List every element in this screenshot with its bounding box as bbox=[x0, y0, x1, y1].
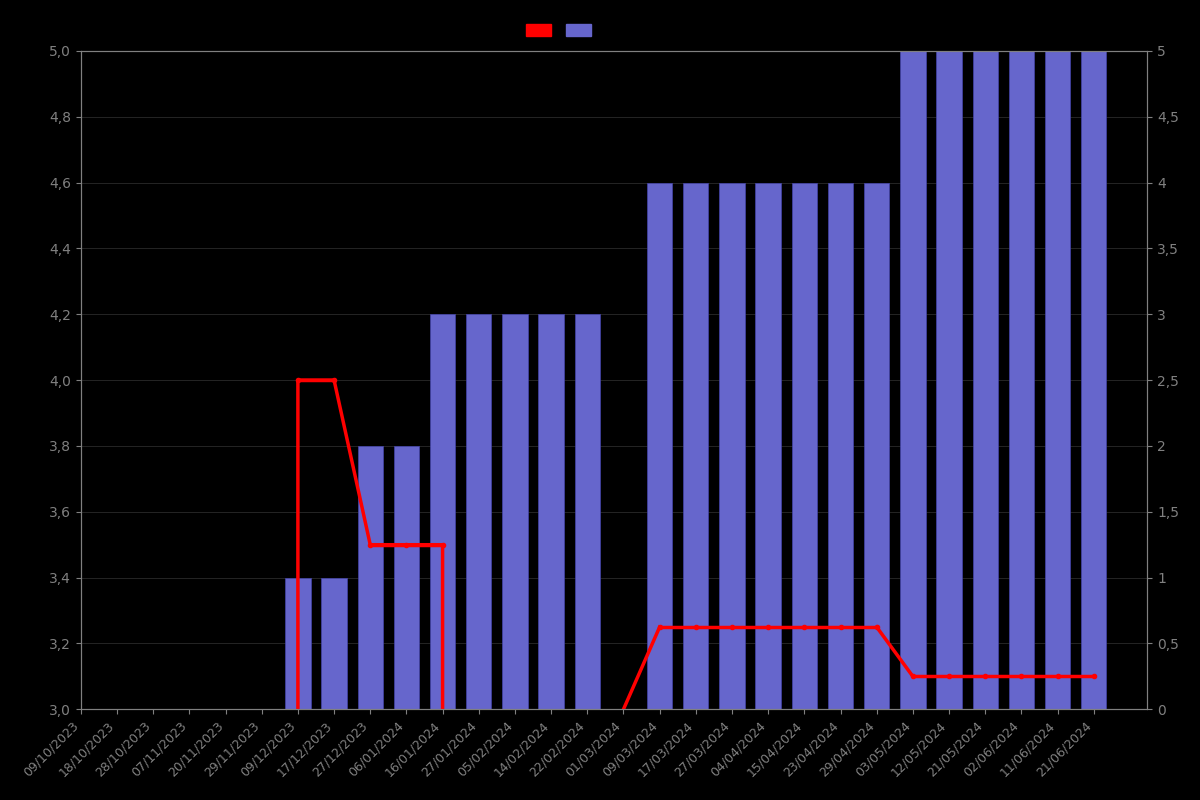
Bar bbox=[683, 182, 708, 710]
Bar bbox=[1045, 51, 1070, 710]
Bar bbox=[322, 578, 347, 710]
Bar bbox=[972, 51, 998, 710]
Bar bbox=[575, 314, 600, 710]
Bar bbox=[286, 578, 311, 710]
Bar bbox=[936, 51, 961, 710]
Bar bbox=[1081, 51, 1106, 710]
Legend: , : , bbox=[521, 18, 601, 43]
Bar bbox=[864, 182, 889, 710]
Bar bbox=[756, 182, 781, 710]
Bar bbox=[430, 314, 455, 710]
Bar bbox=[647, 182, 672, 710]
Bar bbox=[466, 314, 492, 710]
Bar bbox=[900, 51, 925, 710]
Bar bbox=[503, 314, 528, 710]
Bar bbox=[1009, 51, 1034, 710]
Bar bbox=[539, 314, 564, 710]
Bar bbox=[792, 182, 817, 710]
Bar bbox=[394, 446, 419, 710]
Bar bbox=[828, 182, 853, 710]
Bar bbox=[358, 446, 383, 710]
Bar bbox=[719, 182, 745, 710]
